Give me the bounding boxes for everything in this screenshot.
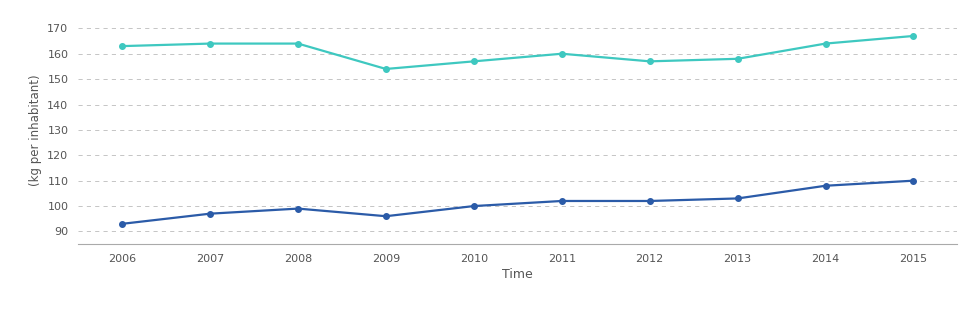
Y-axis label: (kg per inhabitant): (kg per inhabitant) (28, 74, 42, 186)
X-axis label: Time: Time (502, 268, 533, 281)
